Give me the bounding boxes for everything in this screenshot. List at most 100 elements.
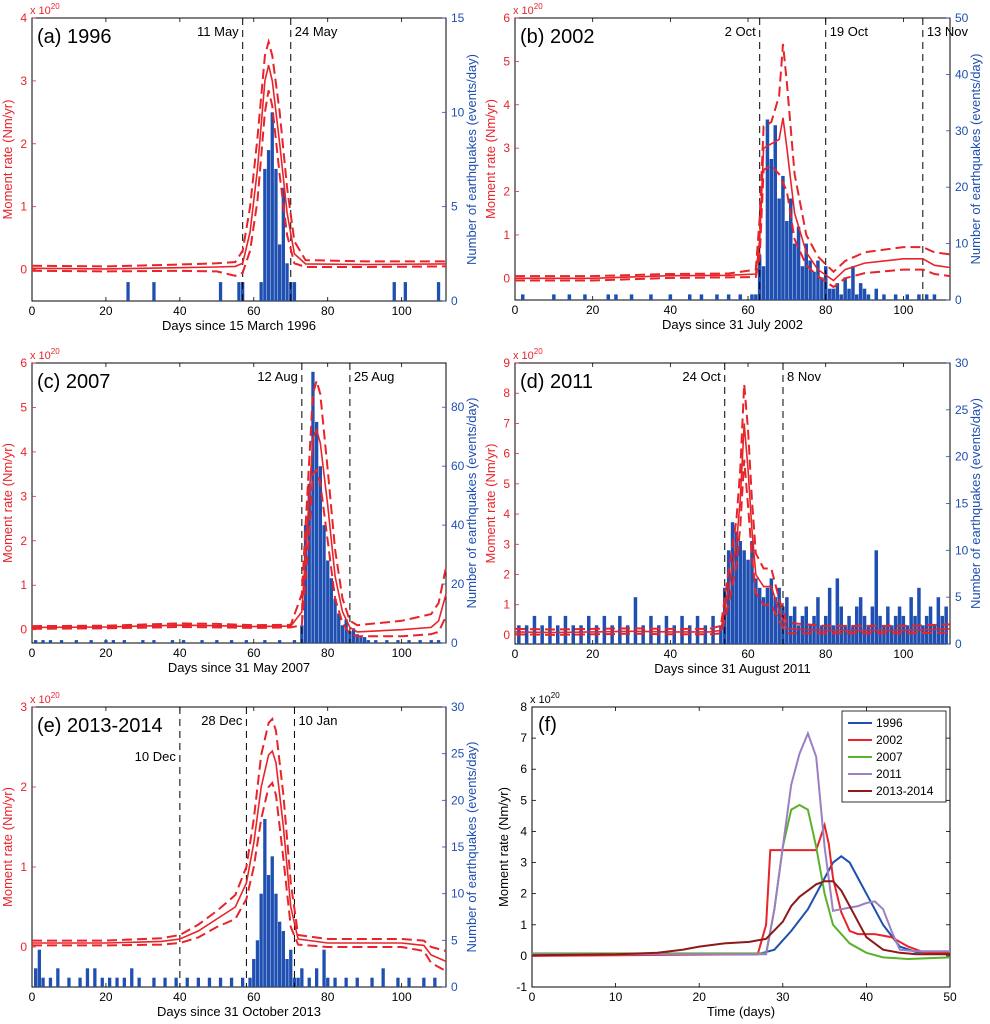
panel-label: (e) 2013-2014 [37,715,163,737]
earthquake-bar [292,282,297,301]
earthquake-bar [59,640,64,643]
y-tick-label-right: 30 [955,124,969,138]
earthquake-bar [738,294,742,300]
earthquake-bar [924,294,929,300]
earthquake-bar [917,587,921,644]
earthquake-bar [333,598,337,643]
event-label: 28 Dec [201,713,243,728]
earthquake-bar [633,597,638,644]
y-tick-label-left: 5 [20,400,27,414]
x-tick-label: 100 [893,303,913,317]
earthquake-bar [322,949,326,987]
earthquake-bar [196,977,200,987]
legend-entry: 2011 [876,767,902,781]
earthquake-bar [355,977,359,987]
x-tick-label: 0 [29,646,36,660]
earthquake-bar [715,294,719,300]
earthquake-bar [381,968,385,987]
earthquake-bar [108,977,112,987]
earthquake-bar [429,640,433,643]
earthquake-bar [874,288,878,300]
event-label: 11 May [197,24,239,39]
earthquake-bar [606,294,610,300]
x-tick-label: 80 [321,304,335,318]
x-axis-title: Days since 31 May 2007 [168,660,310,675]
earthquake-bar [122,640,126,643]
earthquake-bar [152,977,156,987]
earthquake-bar [152,640,156,643]
x-tick-label: 80 [321,646,335,660]
earthquake-bar [407,977,411,987]
earthquake-bar [85,968,90,987]
y-tick-label: 4 [520,824,527,838]
earthquake-bar [858,597,863,644]
earthquake-bar [181,640,186,643]
y-tick-label: 2 [520,887,527,901]
earthquake-bar [761,266,766,300]
earthquake-bar [326,560,330,643]
y-tick-label-left: 0 [503,271,510,285]
earthquake-bar [318,466,322,643]
earthquake-bar [344,977,348,987]
earthquake-bar [521,294,525,300]
earthquake-bars [34,371,441,643]
x-tick-label: 20 [586,647,600,661]
earthquake-bar [170,640,175,643]
x-tick-label: 20 [586,303,600,317]
earthquake-bar [407,640,411,643]
y-tick-label-left: 1 [503,228,510,242]
moment-rate-upper-bound [32,717,447,952]
earthquake-bar [436,282,441,301]
earthquake-bar [396,977,400,987]
y-tick-label-left: 3 [503,141,510,155]
moment-rate-line [32,749,447,963]
earthquake-bar [289,282,293,301]
earthquake-bar [765,587,770,644]
earthquake-bar [800,266,805,300]
y-tick-label-left: 4 [503,507,510,521]
earthquake-bar [266,875,271,987]
earthquake-bar [41,977,45,987]
moment-rate-line [514,423,951,634]
y-tick-label-left: 3 [20,74,27,88]
earthquake-bar [703,625,708,644]
earthquake-bar [363,637,367,643]
earthquake-bar [754,578,758,644]
x-axis-title: Days since 31 August 2011 [654,661,811,676]
earthquake-bar [726,550,731,644]
y-tick-label-right: 10 [955,543,969,557]
earthquake-bar [866,294,871,300]
earthquake-bar [855,294,859,300]
plot-frame [531,706,951,988]
y-axis-title: Moment rate (Nm/yr) [496,787,511,907]
y-axis-title-left: Moment rate (Nm/yr) [0,100,15,220]
earthquake-bar [248,977,252,987]
earthquake-bar [34,968,38,987]
x-tick-label: 100 [392,646,412,660]
y-axis-title-left: Moment rate (Nm/yr) [0,787,15,907]
earthquake-bar [285,959,289,987]
earthquake-bar [333,977,337,987]
legend-entry: 1996 [876,716,903,730]
earthquake-bar [827,288,832,300]
x-tick-label: 10 [609,990,623,1004]
y-axis-title-right: Number of earthquakes (events/day) [968,398,983,609]
legend-entry: 2007 [876,750,903,764]
y-tick-label-left: 4 [20,11,27,25]
earthquake-bar [263,168,267,301]
earthquake-bar [796,226,801,300]
earthquake-bar [905,294,909,300]
earthquake-bar [152,282,156,301]
y-tick-label: 6 [520,762,527,776]
earthquake-bar [270,112,274,301]
y-tick-label-left: 4 [20,445,27,459]
earthquake-bar [433,977,437,987]
earthquake-bar [266,150,271,301]
earthquake-bar [781,175,785,300]
scale-factor-label: x 1020 [513,2,543,17]
y-axis-title-right: Number of earthquakes (events/day) [464,398,479,609]
earthquake-bar [587,615,591,644]
moment-rate-upper-bound [515,43,951,278]
